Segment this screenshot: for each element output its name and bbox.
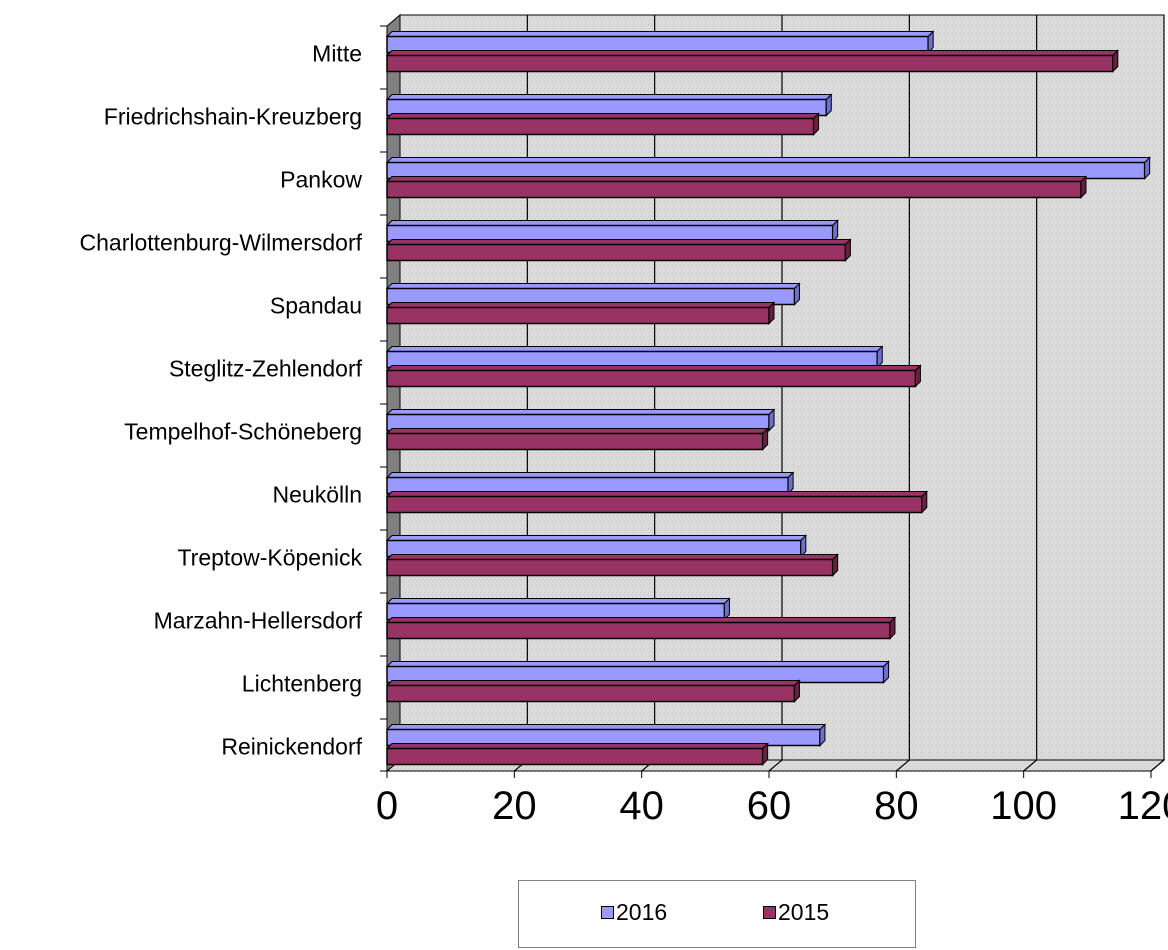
gridline-floor xyxy=(895,759,910,772)
category-label: Neukölln xyxy=(273,482,363,508)
bar-2015 xyxy=(386,180,1082,199)
bar-end-2016 xyxy=(876,345,883,369)
bar-end-2016 xyxy=(768,408,775,432)
gridline-floor xyxy=(1150,759,1165,772)
bar-2015 xyxy=(386,621,891,640)
bar-end-2015 xyxy=(793,679,800,703)
legend-label-2016: 2016 xyxy=(616,899,668,925)
bar-end-2015 xyxy=(889,616,896,640)
bar-2015 xyxy=(386,54,1114,73)
category-label: Treptow-Köpenick xyxy=(177,545,362,571)
bar-end-2015 xyxy=(768,301,775,325)
bar-2015 xyxy=(386,369,917,388)
bar-2015 xyxy=(386,495,923,514)
bar-end-2015 xyxy=(1112,49,1119,73)
bar-end-2016 xyxy=(883,660,890,684)
x-tick-label: 80 xyxy=(874,784,919,828)
bar-end-2015 xyxy=(921,490,928,514)
bar-end-2015 xyxy=(762,427,769,451)
category-label: Friedrichshain-Kreuzberg xyxy=(104,104,362,130)
bar-end-2015 xyxy=(813,112,820,136)
category-label: Mitte xyxy=(312,41,362,67)
gridline-floor xyxy=(768,759,783,772)
bar-end-2016 xyxy=(723,597,730,621)
category-label: Steglitz-Zehlendorf xyxy=(169,356,363,382)
bar-2015 xyxy=(386,558,834,577)
bar-2015 xyxy=(386,243,847,262)
category-label: Reinickendorf xyxy=(221,734,362,760)
x-tick-label: 40 xyxy=(619,784,664,828)
bar-2015 xyxy=(386,684,796,703)
category-label: Tempelhof-Schöneberg xyxy=(124,419,362,445)
gridline-floor xyxy=(1023,759,1038,772)
bar-end-2016 xyxy=(927,30,934,54)
bar-end-2016 xyxy=(1144,156,1151,180)
bar-end-2016 xyxy=(832,219,839,243)
legend-label-2015: 2015 xyxy=(778,899,830,925)
bar-2015 xyxy=(386,747,764,766)
bar-end-2016 xyxy=(787,471,794,495)
bar-chart: 0 20 40 60 80 100 120 Mitte Friedrichshain-Kreuz… xyxy=(80,13,1168,828)
bar-end-2015 xyxy=(832,553,839,577)
bar-end-2016 xyxy=(825,93,832,117)
bar-end-2015 xyxy=(1080,175,1087,199)
legend-swatch-2016 xyxy=(601,906,614,919)
legend: 2016 2015 xyxy=(518,880,916,948)
category-label: Spandau xyxy=(270,293,362,319)
bar-2015 xyxy=(386,432,764,451)
x-tick-label: 20 xyxy=(492,784,537,828)
bar-2015 xyxy=(386,117,815,136)
bar-2015 xyxy=(386,306,770,325)
category-label: Charlottenburg-Wilmersdorf xyxy=(80,230,363,256)
x-tick-label: 0 xyxy=(376,784,398,828)
x-tick-label: 60 xyxy=(747,784,792,828)
bar-end-2016 xyxy=(793,282,800,306)
bar-end-2015 xyxy=(762,742,769,766)
legend-item-2016: 2016 xyxy=(601,899,667,926)
bar-end-2015 xyxy=(914,364,921,388)
category-label: Marzahn-Hellersdorf xyxy=(154,608,363,634)
x-tick-label: 120 xyxy=(1118,784,1168,828)
bar-end-2016 xyxy=(819,723,826,747)
x-tick-label: 100 xyxy=(990,784,1057,828)
legend-item-2015: 2015 xyxy=(763,899,829,926)
category-label: Lichtenberg xyxy=(242,671,362,697)
bar-end-2015 xyxy=(844,238,851,262)
category-label: Pankow xyxy=(280,167,362,193)
bar-end-2016 xyxy=(800,534,807,558)
legend-swatch-2015 xyxy=(763,906,776,919)
